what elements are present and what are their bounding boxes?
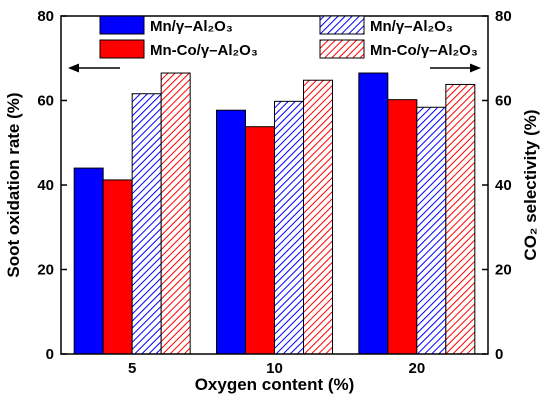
x-axis-title: Oxygen content (%) — [195, 375, 355, 394]
legend-label-1: Mn/γ–Al₂O₃ — [150, 18, 233, 35]
ticks-group: 0 0 20 20 40 40 60 60 80 80 5 10 20 — [37, 8, 511, 377]
right-y-tick-label: 60 — [495, 93, 512, 110]
right-y-tick-label: 20 — [495, 262, 512, 279]
bar-2-10 — [245, 126, 275, 355]
right-y-tick-label: 80 — [495, 8, 512, 25]
left-y-tick-label: 40 — [37, 177, 54, 194]
left-y-tick-label: 20 — [37, 262, 54, 279]
legend-label-4: Mn-Co/γ–Al₂O₃ — [370, 42, 478, 59]
left-y-axis-title: Soot oxidation rate (%) — [4, 92, 23, 277]
x-tick-label-10: 10 — [266, 360, 283, 377]
bar-1-10 — [216, 109, 246, 355]
right-y-axis-title: CO₂ selectivity (%) — [521, 109, 540, 260]
bar-1-20 — [358, 72, 389, 355]
axis-arrows — [68, 63, 481, 73]
legend-swatch-2 — [99, 39, 145, 59]
legend-swatch-1 — [99, 15, 145, 35]
left-y-tick-label: 60 — [37, 93, 54, 110]
right-y-tick-label: 40 — [495, 177, 512, 194]
right-y-tick-label: 0 — [495, 346, 503, 363]
legend: Mn/γ–Al₂O₃ Mn-Co/γ–Al₂O₃ Mn/γ–Al₂O₃ Mn-Co/γ… — [99, 15, 478, 59]
bar-3-10 — [274, 100, 304, 355]
bar-4-10 — [303, 79, 333, 355]
x-tick-label-5: 5 — [128, 360, 136, 377]
legend-label-2: Mn-Co/γ–Al₂O₃ — [150, 42, 258, 59]
bar-3-5 — [131, 93, 162, 355]
bar-1-5 — [73, 167, 104, 355]
left-y-tick-label: 80 — [37, 8, 54, 25]
legend-label-3: Mn/γ–Al₂O₃ — [370, 18, 453, 35]
bar-2-5 — [102, 179, 133, 355]
x-tick-label-20: 20 — [408, 360, 425, 377]
bar-2-20 — [387, 99, 418, 355]
right-axis-arrow-head — [470, 63, 481, 73]
bars-group — [73, 72, 476, 355]
legend-swatch-3 — [319, 15, 365, 35]
bar-3-20 — [416, 106, 447, 355]
left-axis-arrow-head — [68, 63, 79, 73]
left-y-tick-label: 0 — [46, 346, 54, 363]
legend-swatch-4 — [319, 39, 365, 59]
bar-4-5 — [160, 72, 191, 355]
bar-4-20 — [445, 83, 476, 355]
